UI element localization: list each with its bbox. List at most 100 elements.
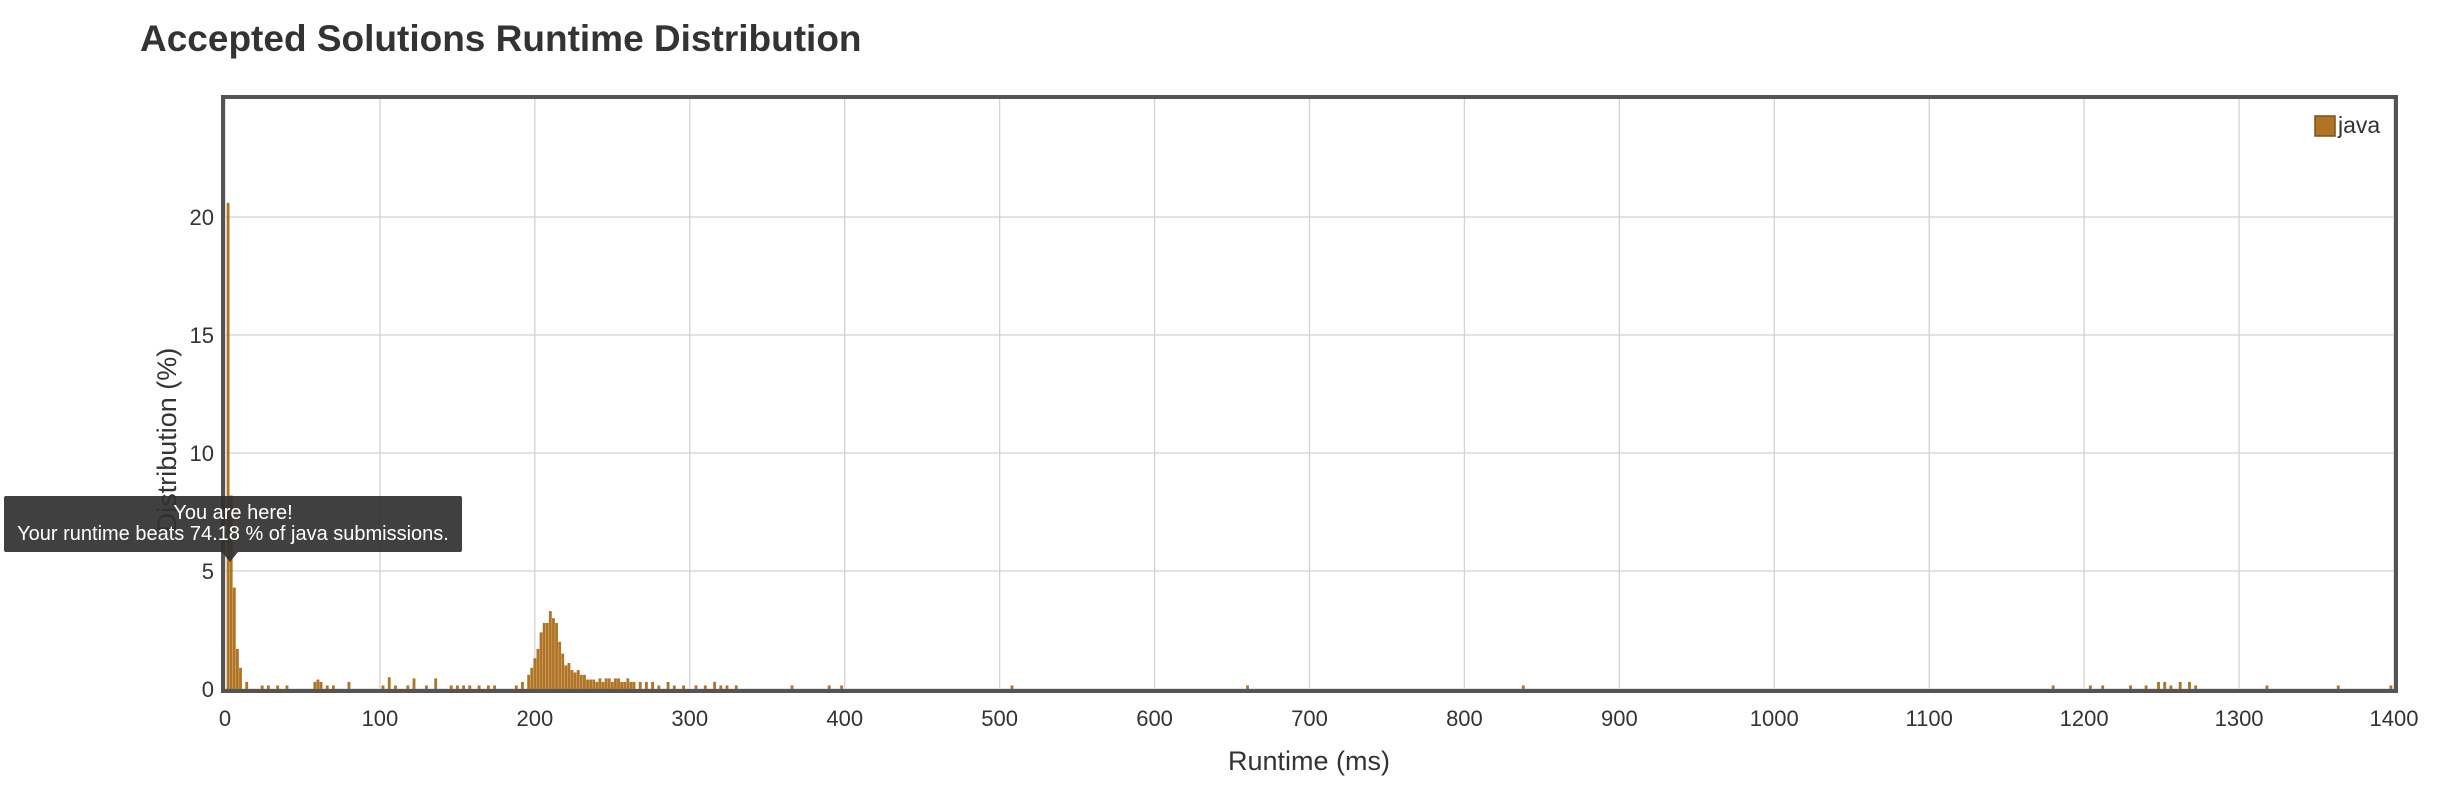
legend[interactable]: java (2314, 112, 2380, 138)
bar[interactable] (545, 622, 549, 689)
bar[interactable] (672, 685, 676, 689)
bar[interactable] (644, 681, 648, 689)
bar[interactable] (573, 672, 577, 689)
bar[interactable] (493, 685, 497, 689)
bar[interactable] (260, 685, 264, 689)
bar[interactable] (598, 678, 602, 689)
bar[interactable] (539, 632, 543, 689)
bar[interactable] (610, 681, 614, 689)
bar[interactable] (613, 678, 617, 689)
bar[interactable] (536, 648, 540, 689)
bar[interactable] (477, 685, 481, 689)
bar[interactable] (316, 679, 320, 689)
bar[interactable] (468, 685, 472, 689)
bar[interactable] (607, 678, 611, 689)
bar[interactable] (449, 685, 453, 689)
bar[interactable] (623, 681, 627, 689)
bar[interactable] (629, 681, 633, 689)
bar[interactable] (514, 685, 518, 689)
bar[interactable] (542, 622, 546, 689)
bar[interactable] (232, 587, 236, 689)
bar[interactable] (381, 685, 385, 689)
bar[interactable] (319, 681, 323, 689)
bar[interactable] (2194, 685, 2198, 689)
bar[interactable] (579, 674, 583, 689)
bar[interactable] (521, 681, 524, 689)
bar[interactable] (632, 681, 636, 689)
bar[interactable] (638, 681, 642, 689)
bar[interactable] (583, 674, 586, 689)
bar-series-java[interactable] (226, 202, 2393, 689)
bar[interactable] (617, 678, 620, 689)
bar[interactable] (486, 685, 490, 689)
bar[interactable] (347, 681, 351, 689)
bar[interactable] (586, 679, 589, 689)
bar[interactable] (734, 685, 738, 689)
bar[interactable] (552, 618, 555, 689)
bar[interactable] (703, 685, 707, 689)
bar[interactable] (576, 670, 580, 689)
bar[interactable] (2389, 685, 2393, 689)
bar[interactable] (561, 653, 565, 689)
bar[interactable] (1246, 685, 1249, 689)
bar[interactable] (626, 678, 630, 689)
bar[interactable] (266, 685, 270, 689)
bar[interactable] (406, 685, 410, 689)
bar[interactable] (434, 678, 438, 689)
bar[interactable] (1010, 685, 1014, 689)
bar[interactable] (840, 685, 844, 689)
bar[interactable] (595, 681, 599, 689)
bar[interactable] (2088, 685, 2092, 689)
bar[interactable] (548, 611, 552, 689)
bar[interactable] (462, 685, 466, 689)
bar[interactable] (564, 665, 568, 689)
bar[interactable] (239, 667, 242, 689)
bar[interactable] (533, 658, 537, 689)
bar[interactable] (527, 674, 531, 689)
bar[interactable] (235, 648, 239, 689)
bar[interactable] (332, 685, 335, 689)
bar[interactable] (2157, 681, 2160, 689)
bar[interactable] (2178, 681, 2182, 689)
bar[interactable] (2144, 685, 2148, 689)
bar[interactable] (2265, 685, 2269, 689)
bar[interactable] (285, 685, 289, 689)
bar[interactable] (2169, 685, 2173, 689)
bar[interactable] (1521, 685, 1525, 689)
bar[interactable] (393, 685, 397, 689)
bar[interactable] (555, 622, 558, 689)
bar[interactable] (725, 685, 729, 689)
bar[interactable] (651, 681, 655, 689)
bar[interactable] (313, 681, 317, 689)
bar[interactable] (790, 685, 794, 689)
bar[interactable] (2101, 685, 2105, 689)
bar[interactable] (530, 667, 534, 689)
bar[interactable] (827, 685, 831, 689)
bar[interactable] (604, 678, 608, 689)
bar[interactable] (570, 670, 574, 689)
bar[interactable] (229, 495, 233, 689)
bar[interactable] (226, 202, 230, 689)
bar[interactable] (276, 685, 280, 689)
bar[interactable] (657, 685, 661, 689)
bar[interactable] (694, 685, 698, 689)
bar[interactable] (2336, 685, 2340, 689)
bar[interactable] (2051, 685, 2055, 689)
bar[interactable] (592, 679, 596, 689)
bar[interactable] (601, 681, 605, 689)
bar[interactable] (455, 685, 459, 689)
bar[interactable] (719, 685, 723, 689)
bar[interactable] (2163, 681, 2167, 689)
bar[interactable] (387, 677, 391, 689)
bar[interactable] (325, 685, 329, 689)
bar[interactable] (589, 679, 593, 689)
bar[interactable] (682, 685, 686, 689)
bar[interactable] (2188, 681, 2191, 689)
bar[interactable] (567, 663, 571, 689)
bar[interactable] (2129, 685, 2133, 689)
bar[interactable] (412, 678, 416, 689)
bar[interactable] (713, 681, 716, 689)
bar[interactable] (620, 681, 624, 689)
bar[interactable] (558, 641, 562, 689)
bar[interactable] (245, 681, 249, 689)
